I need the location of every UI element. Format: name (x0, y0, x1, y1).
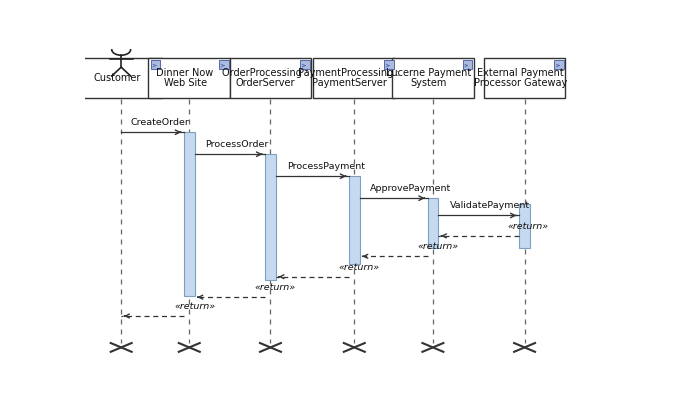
Bar (519, 204, 530, 248)
Text: ProcessPayment: ProcessPayment (287, 162, 365, 171)
Text: PaymentProcessing :: PaymentProcessing : (298, 68, 400, 78)
Bar (151, 60, 160, 69)
Bar (230, 58, 312, 98)
Bar (80, 58, 162, 98)
Text: Customer: Customer (93, 73, 141, 83)
Text: OrderServer: OrderServer (235, 78, 295, 88)
Text: OrderServer: OrderServer (235, 78, 295, 88)
Bar (265, 154, 276, 280)
Bar (219, 60, 228, 69)
Text: «return»: «return» (338, 263, 379, 272)
Text: OrderProcessing :: OrderProcessing : (222, 68, 308, 78)
Bar (184, 132, 195, 295)
Text: OrderProcessing :: OrderProcessing : (222, 68, 308, 78)
Text: CreateOrder: CreateOrder (130, 118, 189, 127)
Text: ProcessOrder: ProcessOrder (205, 140, 268, 149)
Text: Lucerne Payment: Lucerne Payment (386, 68, 471, 78)
Bar (349, 176, 360, 264)
Bar (463, 60, 472, 69)
Text: PaymentProcessing :: PaymentProcessing : (298, 68, 400, 78)
Text: Dinner Now: Dinner Now (156, 68, 214, 78)
Text: ValidatePayment: ValidatePayment (450, 202, 531, 211)
Bar (484, 58, 565, 98)
Text: PaymentServer: PaymentServer (312, 78, 387, 88)
Bar (428, 198, 438, 248)
Text: «return»: «return» (418, 242, 458, 251)
Text: «return»: «return» (255, 283, 296, 292)
Text: Web Site: Web Site (164, 78, 207, 88)
Text: System: System (410, 78, 447, 88)
Text: External Payment: External Payment (477, 68, 564, 78)
Bar (384, 60, 393, 69)
Text: ApprovePayment: ApprovePayment (370, 184, 451, 193)
Bar (392, 58, 474, 98)
Text: PaymentServer: PaymentServer (312, 78, 387, 88)
Bar (149, 58, 230, 98)
Text: «return»: «return» (174, 302, 216, 311)
Text: «return»: «return» (507, 222, 548, 231)
Bar (554, 60, 564, 69)
Text: Processor Gateway: Processor Gateway (474, 78, 567, 88)
Bar (314, 58, 395, 98)
Bar (300, 60, 310, 69)
